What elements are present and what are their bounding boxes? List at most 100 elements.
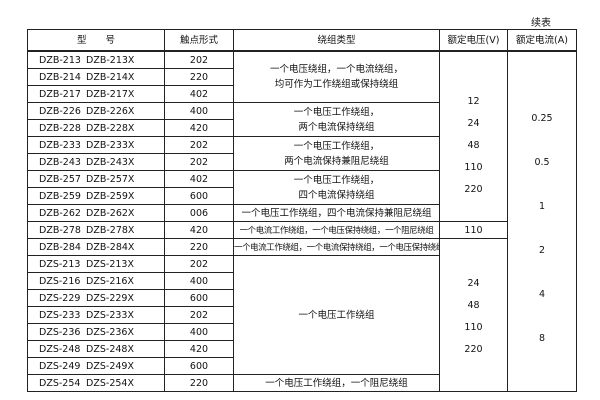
model-number-x: DZS-216X <box>86 275 134 287</box>
voltage-value: 24 <box>467 278 480 289</box>
current-value: 2 <box>538 245 546 256</box>
model-number-x: DZB-226X <box>86 105 135 117</box>
winding-line: 一个电压工作绕组 <box>298 309 375 321</box>
model-number-x: DZB-257X <box>86 173 135 185</box>
contact-cell: 400 <box>164 272 234 290</box>
model-number: DZS-254 <box>39 377 81 389</box>
model-cell: DZB-217 DZB-217X <box>27 85 165 103</box>
model-number-x: DZS-248X <box>86 343 134 355</box>
model-number-x: DZB-243X <box>86 156 135 168</box>
model-number: DZB-259 <box>39 190 81 202</box>
contact-cell: 400 <box>164 323 234 341</box>
table-row: DZS-213 DZS-213X 202 一个电压工作绕组 <box>27 255 577 375</box>
header-contact: 触点形式 <box>164 29 234 52</box>
model-number: DZB-214 <box>39 71 81 83</box>
table-row: DZS-248 DZS-248X 420 <box>27 340 577 358</box>
winding-line: 一个电压绕组，一个电流绕组， <box>269 64 403 75</box>
header-winding: 绕组类型 <box>233 29 440 52</box>
contact-cell: 202 <box>164 255 234 273</box>
table-row: DZB-257 DZB-257X 402 一个电压工作绕组， 四个电流保持绕组 <box>27 170 577 205</box>
model-number: DZB-228 <box>39 122 81 134</box>
model-number: DZS-248 <box>39 343 81 355</box>
contact-cell: 400 <box>164 102 234 120</box>
model-cell: DZB-259 DZB-259X <box>27 187 165 205</box>
winding-line: 一个电压工作绕组，一个阻尼绕组 <box>265 377 408 389</box>
contact-cell: 402 <box>164 85 234 103</box>
table-row: DZS-216 DZS-216X 400 <box>27 272 577 290</box>
model-number: DZB-284 <box>39 241 81 253</box>
current-value: 4 <box>538 289 546 300</box>
model-number: DZS-213 <box>39 258 81 270</box>
contact-cell: 600 <box>164 357 234 375</box>
model-number: DZS-216 <box>39 275 81 287</box>
table-row: DZS-236 DZS-236X 400 <box>27 323 577 341</box>
model-number: DZB-278 <box>39 224 81 236</box>
model-number-x: DZB-259X <box>86 190 135 202</box>
table-row: DZB-284 DZB-284X 220 一个电流工作绕组，一个电流保持绕组，一个电… <box>27 238 577 392</box>
model-number-x: DZB-217X <box>86 88 135 100</box>
winding-line: 两个电流保持兼阻尼绕组 <box>284 155 389 167</box>
current-value: 1 <box>538 201 546 212</box>
contact-cell: 420 <box>164 221 234 239</box>
winding-cell: 一个电压工作绕组， 四个电流保持绕组 <box>233 170 440 205</box>
contact-cell: 006 <box>164 204 234 222</box>
model-number: DZB-233 <box>39 139 81 151</box>
model-number-x: DZB-228X <box>86 122 135 134</box>
model-cell: DZS-254 DZS-254X <box>27 374 165 392</box>
model-cell: DZB-243 DZB-243X <box>27 153 165 171</box>
voltage-value: 110 <box>464 322 483 333</box>
voltage-cell: 24 48 110 220 <box>439 238 508 392</box>
winding-line: 一个电压工作绕组，四个电流保持兼阻尼绕组 <box>241 207 432 219</box>
model-number-x: DZS-249X <box>86 360 134 372</box>
winding-line: 一个电压工作绕组， <box>293 106 380 118</box>
winding-cell: 一个电流工作绕组，一个电压保持绕组，一个阻尼绕组 <box>233 221 440 239</box>
model-cell: DZS-233 DZS-233X <box>27 306 165 324</box>
model-number-x: DZS-213X <box>86 258 134 270</box>
model-cell: DZB-278 DZB-278X <box>27 221 165 239</box>
winding-cell: 一个电压绕组，一个电流绕组， 均可作为工作绕组或保持绕组 <box>233 50 440 103</box>
table-row: DZB-213 DZB-213X 202 一个电压绕组，一个电流绕组， 均可作为工作绕… <box>27 50 577 392</box>
model-number: DZS-236 <box>39 326 81 338</box>
model-number: DZB-213 <box>39 54 81 66</box>
model-cell: DZB-226 DZB-226X <box>27 102 165 120</box>
model-number: DZB-217 <box>39 88 81 100</box>
current-cell: 0.25 0.5 1 2 4 8 <box>507 50 577 392</box>
voltage-value: 48 <box>467 140 480 151</box>
model-number: DZB-257 <box>39 173 81 185</box>
header-model: 型 号 <box>27 29 165 52</box>
model-cell: DZB-233 DZB-233X <box>27 136 165 154</box>
model-number-x: DZB-278X <box>86 224 135 236</box>
winding-line: 四个电流保持绕组 <box>298 189 375 201</box>
contact-cell: 220 <box>164 68 234 86</box>
model-number-x: DZB-233X <box>86 139 135 151</box>
contact-cell: 202 <box>164 50 234 69</box>
contact-cell: 220 <box>164 374 234 392</box>
model-cell: DZS-236 DZS-236X <box>27 323 165 341</box>
spec-table: 型 号 触点形式 绕组类型 额定电压(V) 额定电流(A) DZB-213 DZ… <box>27 29 577 392</box>
header-row: 型 号 触点形式 绕组类型 额定电压(V) 额定电流(A) <box>27 29 577 52</box>
model-number: DZS-249 <box>39 360 81 372</box>
winding-cell: 一个电流工作绕组，一个电流保持绕组，一个电压保持绕组 <box>233 238 440 256</box>
model-number: DZS-233 <box>39 309 81 321</box>
model-cell: DZS-249 DZS-249X <box>27 357 165 375</box>
model-number: DZS-229 <box>39 292 81 304</box>
voltage-value: 110 <box>464 224 483 236</box>
model-cell: DZB-228 DZB-228X <box>27 119 165 137</box>
voltage-value: 48 <box>467 300 480 311</box>
continued-label: 续表 <box>531 18 551 29</box>
model-number-x: DZS-233X <box>86 309 134 321</box>
table-row: DZS-254 DZS-254X 220 一个电压工作绕组，一个阻尼绕组 <box>27 374 577 392</box>
winding-cell: 一个电压工作绕组， 两个电流保持兼阻尼绕组 <box>233 136 440 171</box>
header-voltage: 额定电压(V) <box>439 29 508 52</box>
winding-line: 一个电流工作绕组，一个电压保持绕组，一个阻尼绕组 <box>239 224 434 235</box>
model-number-x: DZS-229X <box>86 292 134 304</box>
winding-cell: 一个电压工作绕组，一个阻尼绕组 <box>233 374 440 392</box>
model-number-x: DZS-254X <box>86 377 134 389</box>
winding-line: 均可作为工作绕组或保持绕组 <box>274 79 399 90</box>
winding-line: 一个电压工作绕组， <box>293 174 380 186</box>
current-value: 0.25 <box>531 113 553 124</box>
contact-cell: 202 <box>164 153 234 171</box>
winding-line: 一个电压工作绕组， <box>293 140 380 152</box>
contact-cell: 202 <box>164 136 234 154</box>
voltage-value: 12 <box>467 96 480 107</box>
